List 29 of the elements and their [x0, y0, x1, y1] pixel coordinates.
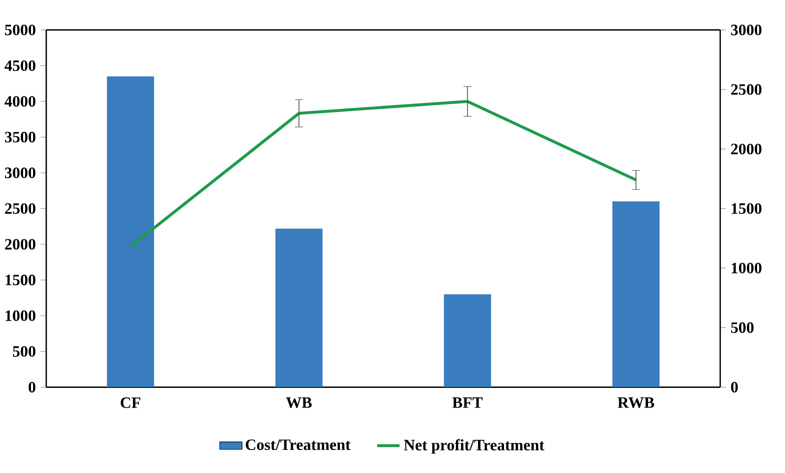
y-tick-label: 1500 [6, 274, 36, 286]
y2-tick-label: 500 [731, 322, 754, 333]
y2-tick-label: 1500 [732, 203, 762, 214]
y-tick-label: 2000 [5, 238, 36, 250]
y-tick-label: 500 [12, 346, 36, 357]
bar [612, 201, 660, 388]
y2-tick-label: 2500 [731, 84, 762, 95]
y2-tick-label: 0 [731, 382, 738, 392]
legend-label: Net profit/Treatment [404, 438, 544, 454]
y2-tick-label: 3000 [731, 24, 762, 36]
line-series [129, 100, 638, 248]
y-tick-label: 3500 [4, 132, 36, 142]
y-tick-label: 0 [28, 382, 36, 392]
y2-tick-label: 2000 [731, 144, 762, 154]
bar [275, 228, 323, 388]
bar [444, 294, 492, 388]
x-tick-label: WB [286, 397, 312, 408]
y-tick-label: 5000 [5, 24, 36, 36]
x-tick-label: RWB [618, 397, 654, 408]
y-tick-label: 4000 [4, 96, 36, 107]
y2-tick-label: 1000 [732, 262, 762, 274]
x-tick-label: BFT [452, 397, 483, 408]
y-tick-label: 4500 [4, 60, 36, 71]
legend-label: Cost/Treatment [246, 439, 350, 450]
y-tick-label: 1000 [6, 310, 36, 321]
x-tick-label: CF [120, 397, 140, 408]
y-tick-label: 2500 [5, 203, 36, 214]
y-tick-label: 3000 [4, 167, 36, 178]
bar [106, 76, 154, 388]
